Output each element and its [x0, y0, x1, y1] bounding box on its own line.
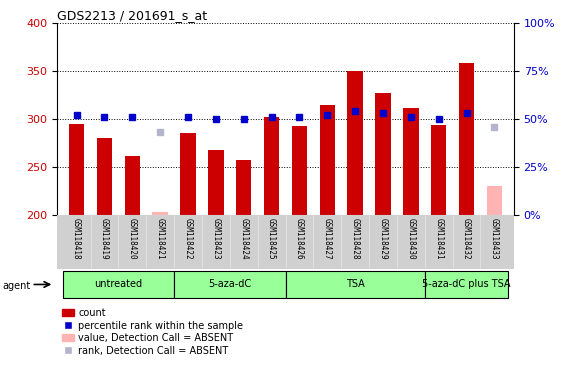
FancyBboxPatch shape	[286, 271, 425, 298]
Bar	[375, 93, 391, 215]
Bar	[486, 186, 502, 215]
Text: GSM118418: GSM118418	[72, 218, 81, 259]
FancyBboxPatch shape	[63, 271, 174, 298]
Text: 5-aza-dC: 5-aza-dC	[208, 280, 251, 290]
Bar	[152, 212, 168, 215]
Text: GSM118428: GSM118428	[351, 218, 360, 259]
Text: GDS2213 / 201691_s_at: GDS2213 / 201691_s_at	[57, 9, 207, 22]
Text: GSM118429: GSM118429	[379, 218, 388, 259]
Text: GSM118433: GSM118433	[490, 218, 499, 259]
Text: GSM118432: GSM118432	[462, 218, 471, 259]
Bar	[403, 108, 419, 215]
Text: GSM118425: GSM118425	[267, 218, 276, 259]
Legend: count, percentile rank within the sample, value, Detection Call = ABSENT, rank, : count, percentile rank within the sample…	[62, 308, 243, 356]
Text: agent: agent	[3, 281, 31, 291]
Bar	[292, 126, 307, 215]
FancyBboxPatch shape	[174, 271, 286, 298]
Bar	[124, 156, 140, 215]
Text: GSM118426: GSM118426	[295, 218, 304, 259]
Bar	[431, 125, 447, 215]
Bar	[264, 117, 279, 215]
Text: GSM118420: GSM118420	[128, 218, 137, 259]
Text: GSM118427: GSM118427	[323, 218, 332, 259]
Text: GSM118431: GSM118431	[434, 218, 443, 259]
Bar	[459, 63, 474, 215]
Text: GSM118430: GSM118430	[407, 218, 415, 259]
Text: GSM118419: GSM118419	[100, 218, 109, 259]
FancyBboxPatch shape	[425, 271, 508, 298]
Text: TSA: TSA	[346, 280, 364, 290]
Bar	[69, 124, 85, 215]
Bar	[97, 138, 112, 215]
Bar	[180, 134, 196, 215]
Text: GSM118421: GSM118421	[156, 218, 164, 259]
Text: GSM118424: GSM118424	[239, 218, 248, 259]
Bar	[236, 161, 251, 215]
Bar	[208, 150, 223, 215]
Text: 5-aza-dC plus TSA: 5-aza-dC plus TSA	[423, 280, 511, 290]
Bar	[320, 104, 335, 215]
Text: GSM118423: GSM118423	[211, 218, 220, 259]
Text: untreated: untreated	[94, 280, 142, 290]
Bar	[348, 71, 363, 215]
Text: GSM118422: GSM118422	[183, 218, 192, 259]
